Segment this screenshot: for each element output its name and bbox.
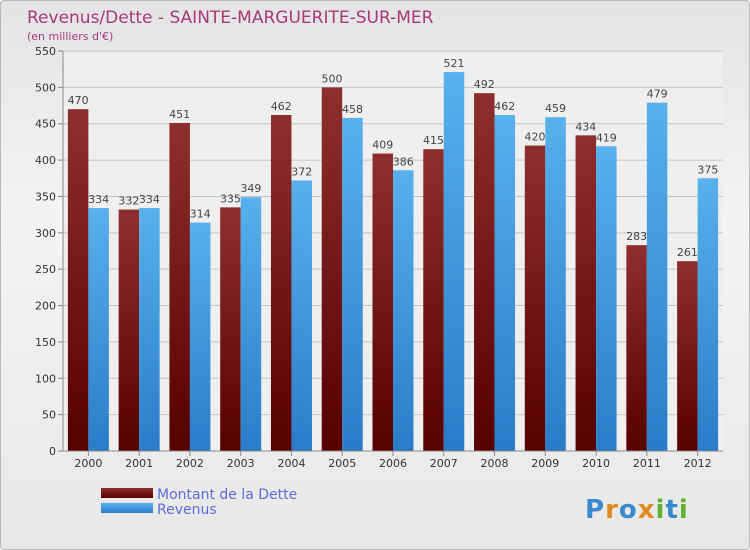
legend-label-debt: Montant de la Dette: [157, 487, 297, 503]
bar-debt: [372, 153, 393, 451]
data-label-debt: 462: [271, 100, 292, 113]
legend: Montant de la Dette Revenus: [101, 487, 297, 518]
data-label-debt: 492: [474, 78, 495, 91]
brand-letter: t: [665, 495, 678, 525]
brand-letter: i: [656, 495, 666, 525]
bar-revenus: [443, 72, 465, 451]
proxiti-logo: Proxiti: [585, 495, 689, 525]
bar-debt: [220, 207, 241, 451]
data-label-revenus: 521: [444, 57, 465, 70]
bar-revenus: [342, 117, 363, 451]
brand-letter: r: [605, 495, 619, 525]
data-label-revenus: 349: [240, 182, 261, 195]
data-label-debt: 470: [68, 94, 89, 107]
bar-debt: [118, 209, 140, 451]
bar-debt: [67, 109, 89, 451]
y-tick-label: 0: [49, 445, 56, 458]
y-tick-label: 200: [35, 300, 56, 313]
data-label-debt: 415: [423, 134, 444, 147]
data-label-revenus: 334: [139, 193, 160, 206]
bar-revenus: [240, 197, 262, 451]
x-tick-label: 2012: [684, 457, 712, 470]
y-tick-label: 400: [35, 154, 56, 167]
x-tick-label: 2005: [328, 457, 356, 470]
legend-label-revenus: Revenus: [157, 502, 217, 518]
bars: [67, 72, 719, 452]
x-tick-label: 2007: [430, 457, 458, 470]
legend-swatch-revenus: [101, 503, 153, 513]
data-label-debt: 335: [220, 192, 241, 205]
bar-debt: [677, 261, 698, 451]
data-label-revenus: 479: [647, 88, 668, 101]
bar-debt: [321, 87, 343, 451]
bar-debt: [474, 93, 495, 451]
bar-revenus: [393, 170, 414, 452]
data-label-revenus: 334: [88, 193, 109, 206]
data-label-revenus: 458: [342, 103, 363, 116]
bar-debt: [270, 115, 292, 451]
chart-title: Revenus/Dette - SAINTE-MARGUERITE-SUR-ME…: [27, 8, 434, 28]
chart-subtitle: (en milliers d'€): [27, 30, 113, 43]
bar-revenus: [189, 222, 211, 451]
y-tick-label: 350: [35, 190, 56, 203]
y-tick-label: 250: [35, 263, 56, 276]
x-tick-label: 2000: [74, 457, 102, 470]
data-label-debt: 283: [626, 230, 647, 243]
x-tick-label: 2002: [176, 457, 204, 470]
bar-debt: [575, 135, 597, 451]
data-label-revenus: 419: [596, 131, 617, 144]
data-label-debt: 332: [118, 195, 139, 208]
data-label-debt: 500: [321, 72, 342, 85]
x-tick-label: 2001: [125, 457, 153, 470]
brand-letter: x: [638, 495, 656, 525]
y-tick-label: 550: [35, 45, 56, 58]
data-label-revenus: 386: [393, 155, 414, 168]
x-tick-label: 2009: [531, 457, 559, 470]
bar-revenus: [596, 146, 617, 452]
x-tick-label: 2011: [633, 457, 661, 470]
bar-revenus: [139, 208, 160, 451]
bar-revenus: [291, 180, 312, 452]
data-label-revenus: 375: [697, 163, 718, 176]
data-label-revenus: 314: [190, 208, 211, 221]
data-label-revenus: 372: [291, 165, 312, 178]
x-tick-label: 2006: [379, 457, 407, 470]
data-label-debt: 451: [169, 108, 190, 121]
bar-revenus: [494, 115, 516, 451]
x-axis-ticks: 2000 2001 2002 2003 2004 2005 2006 2007 2008 2009…: [74, 451, 712, 470]
bar-revenus: [646, 102, 668, 452]
brand-letter: P: [585, 495, 605, 525]
data-label-debt: 434: [575, 120, 596, 133]
bar-debt: [423, 149, 444, 451]
x-tick-label: 2008: [481, 457, 509, 470]
y-tick-label: 450: [35, 118, 56, 131]
x-tick-label: 2004: [277, 457, 305, 470]
data-label-revenus: 459: [545, 102, 566, 115]
y-axis-ticks: 0 50 100 150 200 250 300 350 400 450 500 550: [35, 45, 63, 458]
y-tick-label: 150: [35, 336, 56, 349]
bar-debt: [524, 145, 546, 451]
data-label-debt: 409: [372, 139, 393, 152]
brand-letter: o: [619, 495, 638, 525]
data-label-debt: 420: [525, 131, 546, 144]
y-tick-label: 50: [42, 409, 56, 422]
brand-letter: i: [679, 495, 689, 525]
bar-revenus: [697, 178, 719, 452]
data-label-revenus: 462: [494, 100, 515, 113]
y-tick-label: 300: [35, 227, 56, 240]
x-tick-label: 2010: [582, 457, 610, 470]
data-label-debt: 261: [677, 246, 698, 259]
bar-revenus: [88, 208, 109, 451]
y-tick-label: 100: [35, 372, 56, 385]
y-tick-label: 500: [35, 81, 56, 94]
bar-debt: [626, 245, 647, 451]
bar-revenus: [545, 117, 566, 451]
bar-debt: [169, 123, 190, 451]
legend-swatch-debt: [101, 488, 153, 498]
x-tick-label: 2003: [227, 457, 255, 470]
